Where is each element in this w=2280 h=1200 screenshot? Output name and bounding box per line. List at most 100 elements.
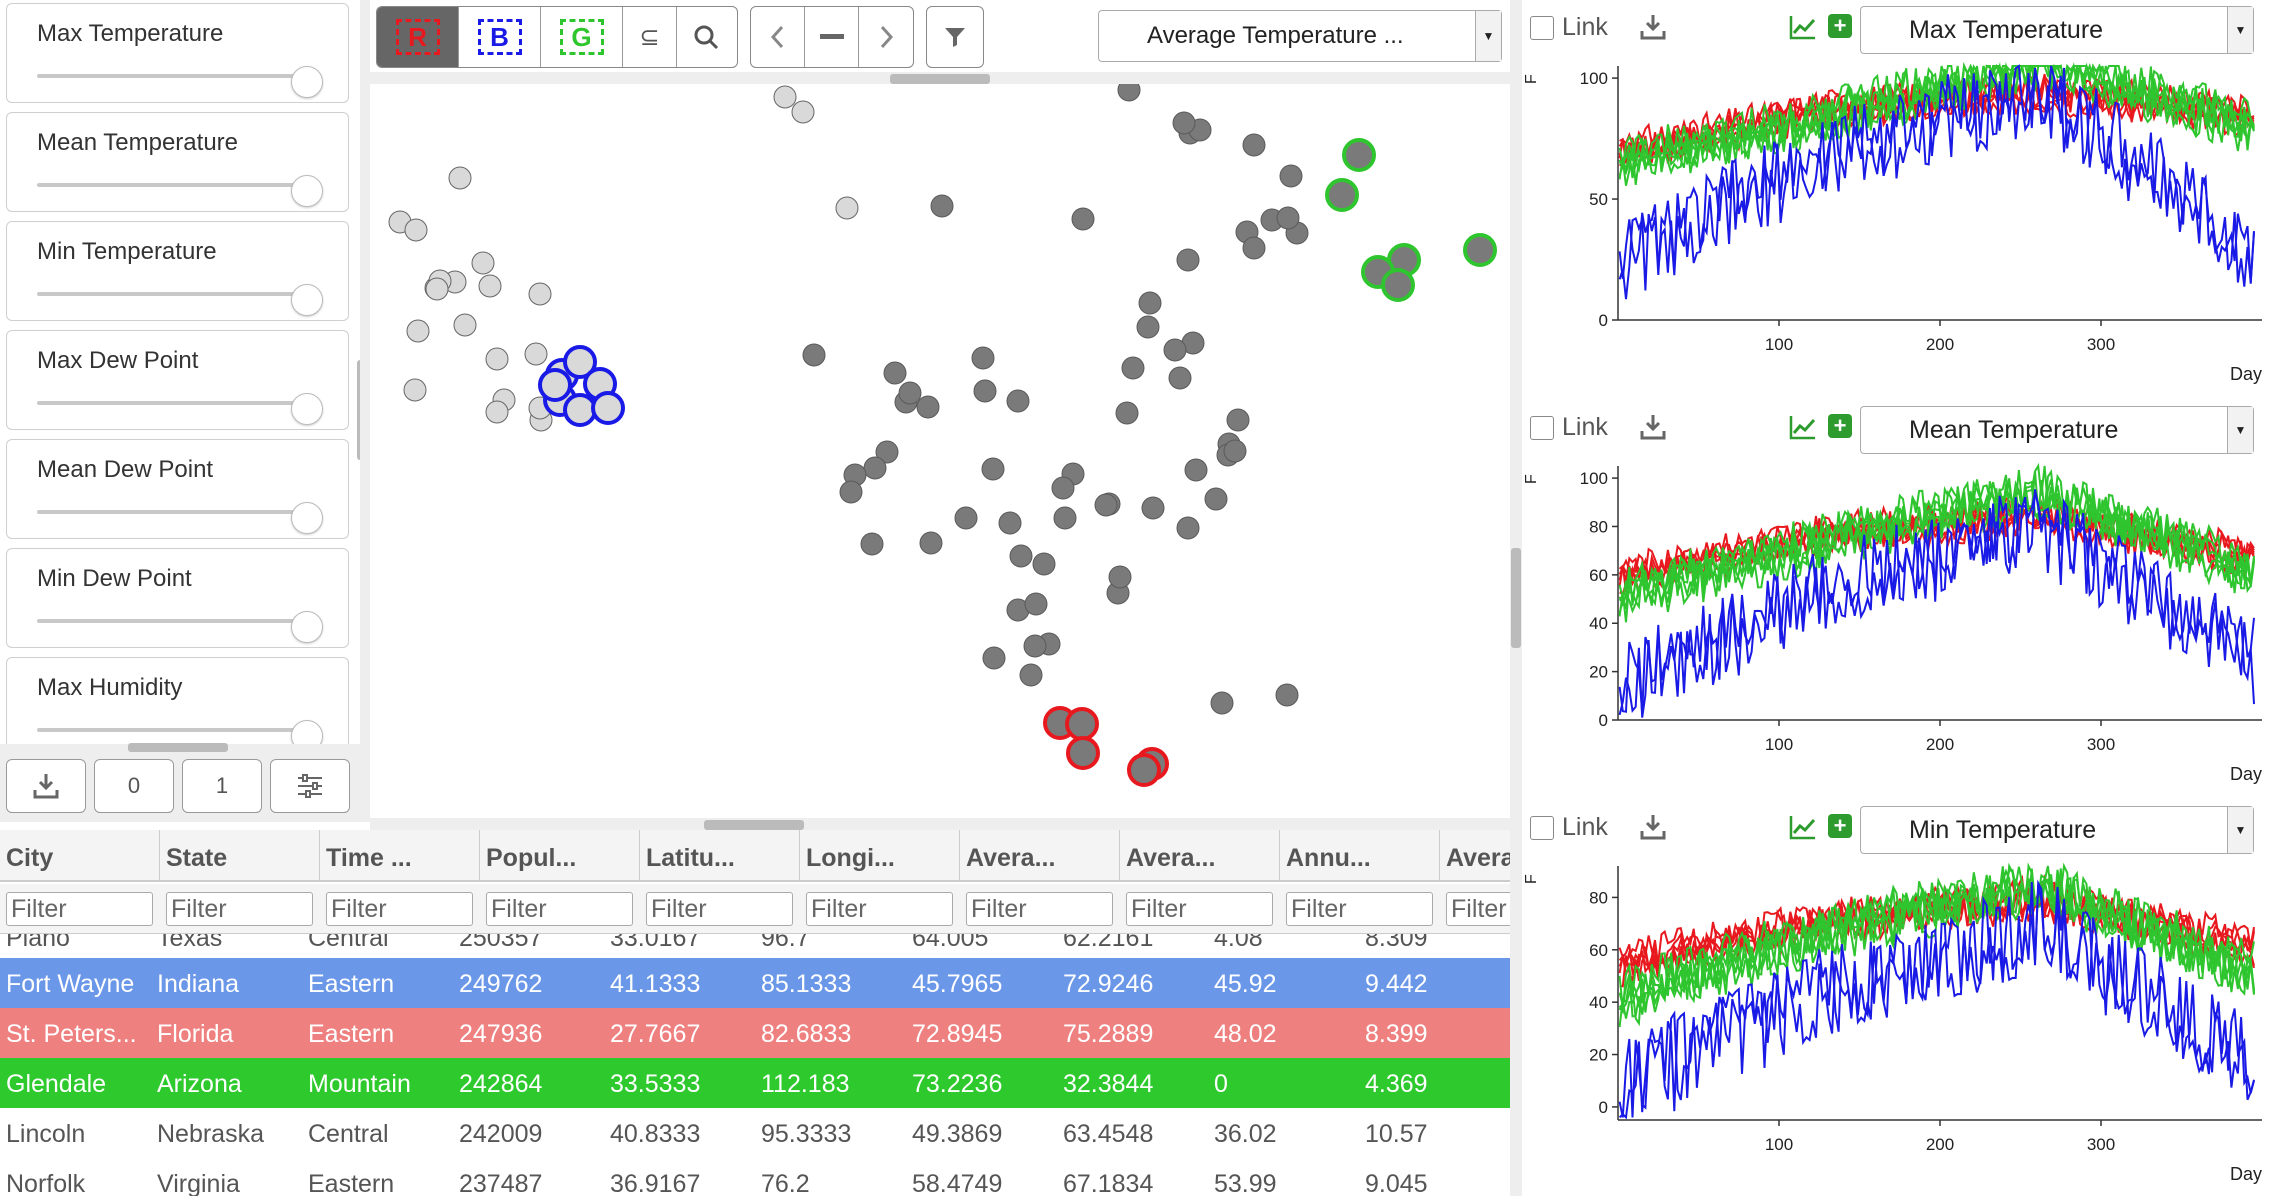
city-point[interactable] bbox=[898, 381, 922, 405]
city-point[interactable] bbox=[1325, 178, 1359, 212]
sidebar-resize-handle[interactable] bbox=[128, 743, 228, 752]
timeseries-download-button[interactable] bbox=[1638, 812, 1668, 842]
city-point[interactable] bbox=[971, 346, 995, 370]
city-point[interactable] bbox=[1094, 493, 1118, 517]
city-point[interactable] bbox=[1226, 408, 1250, 432]
city-point[interactable] bbox=[916, 395, 940, 419]
city-point[interactable] bbox=[773, 85, 797, 109]
column-filter-input[interactable] bbox=[1126, 892, 1273, 926]
city-point[interactable] bbox=[1019, 663, 1043, 687]
city-point[interactable] bbox=[485, 400, 509, 424]
column-header[interactable]: Annu... bbox=[1280, 830, 1440, 882]
table-row[interactable]: Plano Texas Central 250357 33.0167 96.7 64.005… bbox=[0, 934, 1510, 962]
city-point[interactable] bbox=[1172, 111, 1196, 135]
city-point[interactable] bbox=[919, 531, 943, 555]
city-point[interactable] bbox=[1051, 476, 1075, 500]
right-resize-handle[interactable] bbox=[1511, 548, 1521, 648]
city-point[interactable] bbox=[1275, 683, 1299, 707]
slider-track[interactable] bbox=[37, 510, 313, 514]
column-header[interactable]: Avera... bbox=[1120, 830, 1280, 882]
city-point[interactable] bbox=[1023, 634, 1047, 658]
link-checkbox[interactable] bbox=[1530, 416, 1554, 440]
column-filter-input[interactable] bbox=[646, 892, 793, 926]
slider-thumb[interactable] bbox=[291, 720, 323, 745]
city-point[interactable] bbox=[1108, 565, 1132, 589]
column-header[interactable]: City bbox=[0, 830, 160, 882]
city-point[interactable] bbox=[1071, 207, 1095, 231]
scatter-plot[interactable] bbox=[370, 84, 1510, 818]
city-point[interactable] bbox=[1115, 401, 1139, 425]
city-point[interactable] bbox=[1141, 496, 1165, 520]
city-point[interactable] bbox=[860, 532, 884, 556]
city-point[interactable] bbox=[1176, 248, 1200, 272]
city-point[interactable] bbox=[425, 277, 449, 301]
city-point[interactable] bbox=[1121, 356, 1145, 380]
city-point[interactable] bbox=[404, 218, 428, 242]
city-point[interactable] bbox=[563, 393, 597, 427]
slider-thumb[interactable] bbox=[291, 502, 323, 534]
slider-settings-button[interactable] bbox=[270, 759, 350, 813]
city-point[interactable] bbox=[563, 345, 597, 379]
city-point[interactable] bbox=[1032, 552, 1056, 576]
column-header[interactable]: Latitu... bbox=[640, 830, 800, 882]
line-chart-button[interactable] bbox=[1788, 812, 1818, 842]
city-point[interactable] bbox=[478, 274, 502, 298]
column-filter-input[interactable] bbox=[1286, 892, 1433, 926]
forward-button[interactable] bbox=[859, 7, 913, 67]
column-header[interactable]: Avera bbox=[1440, 830, 1510, 882]
city-point[interactable] bbox=[1463, 233, 1497, 267]
column-filter-input[interactable] bbox=[1446, 892, 1510, 926]
add-chart-button[interactable]: + bbox=[1828, 413, 1852, 438]
search-button[interactable] bbox=[677, 7, 735, 67]
city-point[interactable] bbox=[1242, 236, 1266, 260]
slider-thumb[interactable] bbox=[291, 284, 323, 316]
city-point[interactable] bbox=[791, 100, 815, 124]
city-point[interactable] bbox=[982, 646, 1006, 670]
blue-select-button[interactable]: B bbox=[459, 7, 541, 67]
table-row[interactable]: Fort Wayne Indiana Eastern 249762 41.1333 85.… bbox=[0, 958, 1510, 1008]
city-point[interactable] bbox=[1184, 458, 1208, 482]
add-chart-button[interactable]: + bbox=[1828, 13, 1852, 38]
column-filter-input[interactable] bbox=[326, 892, 473, 926]
city-point[interactable] bbox=[1381, 268, 1415, 302]
slider-track[interactable] bbox=[37, 401, 313, 405]
table-row[interactable]: Lincoln Nebraska Central 242009 40.8333 95.33… bbox=[0, 1108, 1510, 1158]
city-point[interactable] bbox=[1242, 133, 1266, 157]
city-point[interactable] bbox=[485, 347, 509, 371]
column-filter-input[interactable] bbox=[6, 892, 153, 926]
slider-thumb[interactable] bbox=[291, 66, 323, 98]
city-point[interactable] bbox=[1168, 366, 1192, 390]
city-point[interactable] bbox=[528, 282, 552, 306]
column-header[interactable]: Time ... bbox=[320, 830, 480, 882]
slider-track[interactable] bbox=[37, 619, 313, 623]
city-point[interactable] bbox=[863, 456, 887, 480]
subset-button[interactable]: ⊆ bbox=[623, 7, 677, 67]
city-point[interactable] bbox=[802, 343, 826, 367]
line-chart-button[interactable] bbox=[1788, 412, 1818, 442]
city-point[interactable] bbox=[524, 342, 548, 366]
column-filter-input[interactable] bbox=[966, 892, 1113, 926]
column-filter-input[interactable] bbox=[486, 892, 633, 926]
city-point[interactable] bbox=[1053, 506, 1077, 530]
slider-thumb[interactable] bbox=[291, 611, 323, 643]
city-point[interactable] bbox=[591, 391, 625, 425]
city-point[interactable] bbox=[1210, 691, 1234, 715]
back-button[interactable] bbox=[751, 7, 806, 67]
slider-track[interactable] bbox=[37, 292, 313, 296]
column-header[interactable]: Longi... bbox=[800, 830, 960, 882]
city-point[interactable] bbox=[973, 379, 997, 403]
line-chart-button[interactable] bbox=[1788, 12, 1818, 42]
variable-dropdown[interactable]: Max Temperature ▼ bbox=[1860, 6, 2254, 54]
city-point[interactable] bbox=[839, 480, 863, 504]
city-point[interactable] bbox=[1342, 138, 1376, 172]
column-header[interactable]: Popul... bbox=[480, 830, 640, 882]
slider-thumb[interactable] bbox=[291, 393, 323, 425]
timeseries-download-button[interactable] bbox=[1638, 412, 1668, 442]
city-point[interactable] bbox=[1066, 736, 1100, 770]
city-point[interactable] bbox=[875, 440, 899, 464]
slider-track[interactable] bbox=[37, 74, 313, 78]
city-point[interactable] bbox=[998, 511, 1022, 535]
set-one-button[interactable]: 1 bbox=[182, 759, 262, 813]
city-point[interactable] bbox=[981, 457, 1005, 481]
